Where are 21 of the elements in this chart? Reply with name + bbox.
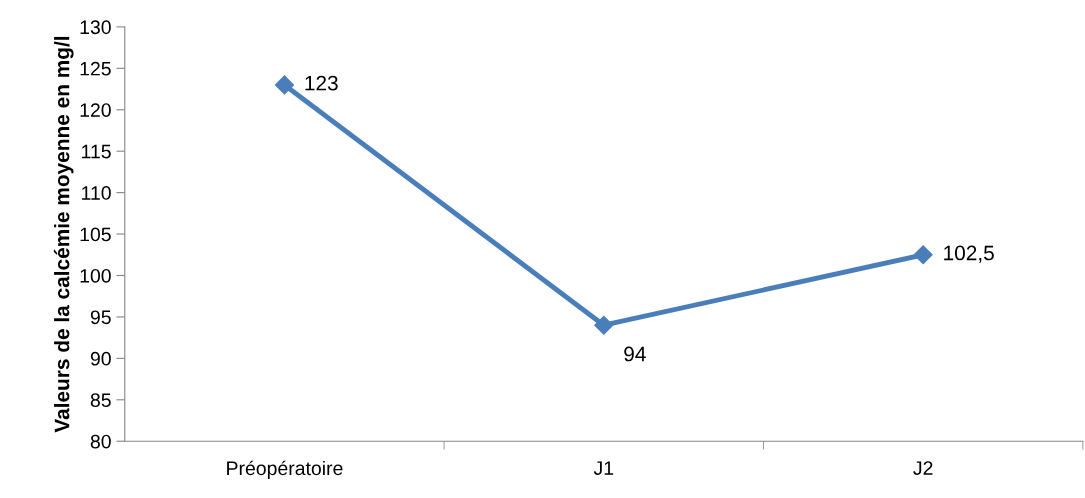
point [594, 315, 614, 335]
x-tick-label: J2 [913, 461, 933, 475]
y-tick-label: 115 [82, 144, 111, 159]
point [274, 75, 294, 95]
y-tick-label: 90 [90, 351, 111, 366]
y-tick-label: 120 [80, 103, 111, 117]
y-tick-label: 80 [90, 434, 111, 449]
data-label: 102,5 [944, 245, 994, 263]
y-axis-title: Valeurs de la calcémie moyenne en mg/l [53, 36, 74, 433]
y-tick-label: 110 [82, 186, 111, 200]
data-label: 94 [624, 346, 646, 362]
data-label: 123 [305, 75, 338, 91]
y-tick-label: 85 [90, 393, 111, 408]
y-tick-label: 95 [90, 310, 111, 325]
point [913, 245, 933, 265]
x-tick-label: J1 [593, 461, 614, 475]
y-tick-label: 105 [80, 227, 111, 242]
x-tick-label: Préopératoire [227, 460, 343, 480]
y-tick-label: 100 [80, 268, 111, 283]
y-tick-label: 130 [80, 20, 111, 35]
y-tick-label: 125 [80, 61, 111, 76]
